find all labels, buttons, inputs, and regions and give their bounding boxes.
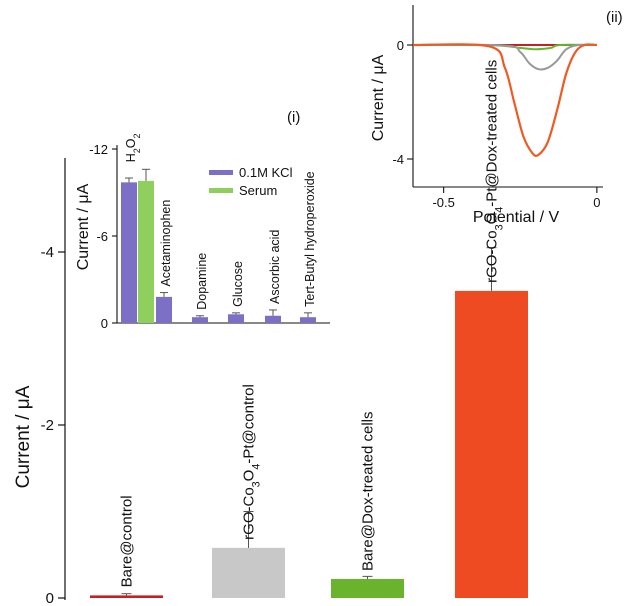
inset-ii-x-tick-label: 0: [593, 195, 600, 210]
main-bar-rgo-co3o4-pt-control: [212, 548, 285, 598]
legend-label-kcl: 0.1M KCl: [239, 165, 293, 180]
inset-ii-x-axis-label: Potential / V: [473, 209, 560, 226]
inset-i-bar-ascorbic-acid-0-1m-kcl: [265, 316, 281, 323]
inset-i-y-tick-label: -6: [96, 229, 108, 244]
inset-i-y-tick-label: -12: [89, 142, 108, 157]
inset-i-panel-label: (i): [287, 109, 300, 126]
inset-i-label-tert-butyl-hydroperoxide: Tert-Butyl hydroperoxide: [303, 171, 317, 307]
inset-i-label-dopamine: Dopamine: [195, 253, 209, 310]
main-y-axis-label: Current / μA: [13, 385, 34, 488]
main-y-tick-label: -2: [41, 417, 54, 434]
inset-i-y-axis-label: Current / μA: [75, 183, 92, 270]
main-bar-label-rgo-co3o4-pt-control: rGO-Co3O4-Pt@control: [241, 384, 263, 540]
inset-ii-curve-3: [413, 44, 597, 156]
legend-label-serum: Serum: [239, 183, 277, 198]
main-bar-bare-dox-treated-cells: [331, 579, 404, 598]
inset-ii-x-tick-label: -0.5: [432, 195, 454, 210]
inset-i-label-h2o2: H2O2: [124, 134, 142, 163]
main-y-tick-label: 0: [46, 590, 54, 606]
main-y-tick-label: -4: [41, 244, 54, 261]
inset-i-bar-h2o2-serum: [138, 181, 154, 323]
inset-i-bar-tert-butyl-hydroperoxide-0-1m-kcl: [300, 317, 316, 323]
inset-ii-y-tick-label: 0: [397, 38, 404, 53]
inset-i-bar-glucose-0-1m-kcl: [228, 314, 244, 323]
main-bar-label-bare-control: Bare@control: [119, 495, 136, 587]
inset-ii-y-tick-label: -4: [392, 152, 404, 167]
inset-i-label-glucose: Glucose: [231, 261, 245, 307]
inset-i-bar-dopamine-0-1m-kcl: [192, 317, 208, 323]
inset-i-bars: H2O2 Acetaminophen Dopamine Glucose Ascorbic…: [121, 134, 317, 323]
legend-swatch-kcl: [209, 170, 233, 175]
main-bar-label-bare-dox-treated-cells: Bare@Dox-treated cells: [360, 412, 377, 571]
main-bar-label-rgo-co3o4-pt-dox-treated-cells: rGO-Co3O4-Pt@Dox-treated cells: [484, 60, 506, 283]
inset-i: (i) 0 -6 -12 H2O2 Acetaminophen Dopamine Gluc…: [75, 109, 330, 331]
inset-i-y-tick-label: 0: [101, 316, 108, 331]
inset-i-bar-h2o2-0-1m-kcl: [121, 182, 137, 323]
inset-i-label-acetaminophen: Acetaminophen: [159, 200, 173, 287]
inset-ii-y-axis-label: Current / μA: [370, 54, 387, 141]
inset-i-label-ascorbic-acid: Ascorbic acid: [268, 230, 282, 304]
inset-i-y-ticks: 0 -6 -12: [89, 142, 117, 331]
inset-ii-curves: [413, 44, 597, 156]
inset-i-bar-acetaminophen-0-1m-kcl: [156, 297, 172, 323]
main-y-ticks: 0 -2 -4: [41, 244, 65, 606]
inset-i-legend: 0.1M KCl Serum: [209, 165, 293, 198]
inset-ii-panel-label: (ii): [606, 9, 623, 26]
main-bar-bare-control: [90, 595, 163, 598]
main-bars: Bare@control rGO-Co3O4-Pt@control Bare@Dox…: [90, 60, 528, 598]
legend-swatch-serum: [209, 188, 233, 193]
main-bar-rgo-co3o4-pt-dox-treated-cells: [455, 291, 528, 598]
